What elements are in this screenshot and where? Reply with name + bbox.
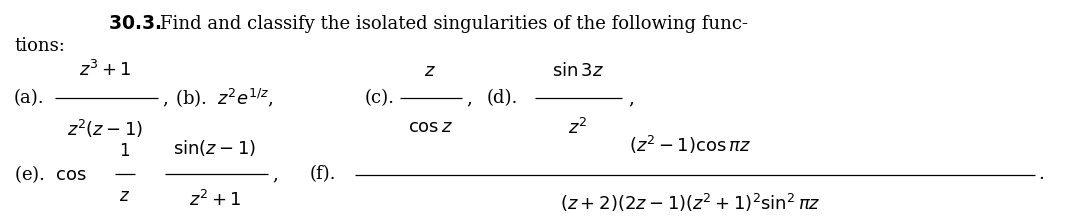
Text: (c).: (c). <box>365 89 395 107</box>
Text: $\cos z$: $\cos z$ <box>407 118 453 136</box>
Text: (f).: (f). <box>310 165 337 183</box>
Text: tions:: tions: <box>14 37 65 55</box>
Text: $\sin 3z$: $\sin 3z$ <box>552 62 604 80</box>
Text: $\mathbf{30.3.}$: $\mathbf{30.3.}$ <box>108 15 161 33</box>
Text: (a).: (a). <box>14 89 44 107</box>
Text: (e).  $\cos$: (e). $\cos$ <box>14 163 87 185</box>
Text: $z$: $z$ <box>120 188 131 205</box>
Text: (b).  $z^2e^{1/z}$,: (b). $z^2e^{1/z}$, <box>175 86 274 110</box>
Text: .: . <box>1038 165 1044 183</box>
Text: ,: , <box>465 89 472 107</box>
Text: ,: , <box>162 89 167 107</box>
Text: $z^2+1$: $z^2+1$ <box>189 190 241 210</box>
Text: $z^3+1$: $z^3+1$ <box>79 60 132 80</box>
Text: Find and classify the isolated singularities of the following func-: Find and classify the isolated singulari… <box>160 15 748 33</box>
Text: $z$: $z$ <box>424 62 436 80</box>
Text: $z^2$: $z^2$ <box>568 118 588 138</box>
Text: $(z+2)(2z-1)(z^2+1)^2\sin^2\pi z$: $(z+2)(2z-1)(z^2+1)^2\sin^2\pi z$ <box>559 192 821 214</box>
Text: $z^2(z-1)$: $z^2(z-1)$ <box>67 118 144 140</box>
Text: ,: , <box>272 165 278 183</box>
Text: $(z^2-1)\cos\pi z$: $(z^2-1)\cos\pi z$ <box>629 134 751 156</box>
Text: ,: , <box>627 89 634 107</box>
Text: $\sin(z-1)$: $\sin(z-1)$ <box>174 138 257 158</box>
Text: (d).: (d). <box>487 89 518 107</box>
Text: $1$: $1$ <box>120 143 131 160</box>
